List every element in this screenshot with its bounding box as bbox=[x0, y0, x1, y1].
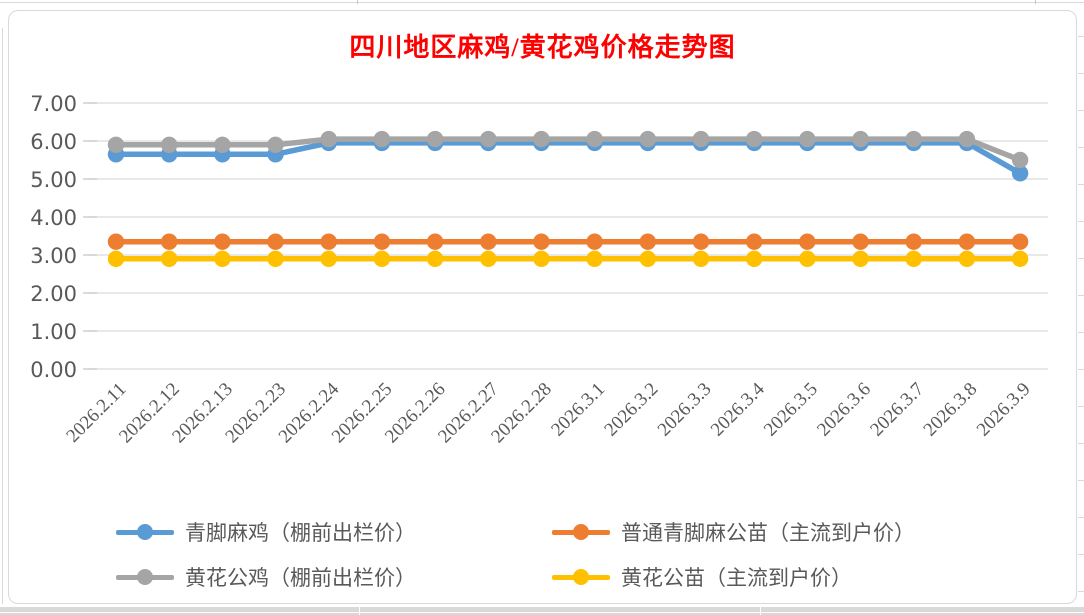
spreadsheet-gridline-top bbox=[0, 2, 1084, 3]
svg-text:2.00: 2.00 bbox=[30, 282, 77, 306]
spreadsheet-cell-border bbox=[760, 607, 761, 615]
svg-text:2026.3.8: 2026.3.8 bbox=[920, 379, 982, 441]
svg-text:2026.3.9: 2026.3.9 bbox=[973, 379, 1035, 441]
svg-text:2026.3.3: 2026.3.3 bbox=[654, 379, 716, 441]
svg-text:2026.3.5: 2026.3.5 bbox=[760, 379, 822, 441]
legend-item-qingjiao-maji: 青脚麻鸡（棚前出栏价） bbox=[116, 517, 552, 547]
svg-text:0.00: 0.00 bbox=[30, 358, 77, 382]
legend-label: 黄花公苗（主流到户价） bbox=[621, 566, 852, 590]
blue-line-marker-icon bbox=[116, 524, 174, 540]
legend-item-putong-qingjiaoma-gongmiao: 普通青脚麻公苗（主流到户价） bbox=[552, 517, 1046, 547]
legend-label: 青脚麻鸡（棚前出栏价） bbox=[185, 521, 416, 545]
svg-text:2026.3.1: 2026.3.1 bbox=[547, 379, 609, 441]
chart-title: 四川地区麻鸡/黄花鸡价格走势图 bbox=[349, 33, 736, 62]
spreadsheet-bottom-row bbox=[0, 607, 1084, 615]
svg-text:4.00: 4.00 bbox=[30, 206, 77, 230]
spreadsheet-cell-border bbox=[359, 607, 360, 615]
legend-label: 普通青脚麻公苗（主流到户价） bbox=[621, 521, 915, 545]
svg-text:6.00: 6.00 bbox=[30, 130, 77, 154]
svg-text:2026.3.4: 2026.3.4 bbox=[707, 378, 769, 440]
spreadsheet-column-tick bbox=[1035, 0, 1036, 4]
svg-text:2026.3.6: 2026.3.6 bbox=[813, 379, 875, 441]
spreadsheet-cell-border bbox=[0, 612, 1084, 613]
svg-text:7.00: 7.00 bbox=[30, 92, 77, 116]
chart-plot-area: 0.001.002.003.004.005.006.007.002026.2.1… bbox=[30, 92, 1048, 447]
gray-line-marker-icon bbox=[116, 569, 174, 585]
price-chart: 四川地区麻鸡/黄花鸡价格走势图 0.00 1.00 2.00 3.00 4.00 5.00… bbox=[8, 10, 1077, 604]
svg-text:5.00: 5.00 bbox=[30, 168, 77, 192]
spreadsheet-gridline-left bbox=[2, 28, 3, 604]
legend-label: 黄花公鸡（棚前出栏价） bbox=[185, 566, 416, 590]
yellow-line-marker-icon bbox=[552, 569, 610, 585]
spreadsheet-row-lines-right bbox=[1078, 0, 1084, 604]
orange-line-marker-icon bbox=[552, 524, 610, 540]
chart-legend: 青脚麻鸡（棚前出栏价） 普通青脚麻公苗（主流到户价） 黄花公鸡（棚前出栏价） 黄… bbox=[116, 517, 1046, 592]
legend-item-huanghua-gongji: 黄花公鸡（棚前出栏价） bbox=[116, 562, 552, 592]
svg-text:2026.3.2: 2026.3.2 bbox=[600, 379, 662, 441]
svg-text:3.00: 3.00 bbox=[30, 244, 77, 268]
legend-item-huanghua-gongmiao: 黄花公苗（主流到户价） bbox=[552, 562, 1046, 592]
svg-text:1.00: 1.00 bbox=[30, 320, 77, 344]
svg-text:2026.3.7: 2026.3.7 bbox=[866, 379, 928, 441]
spreadsheet-column-tick bbox=[357, 0, 358, 4]
